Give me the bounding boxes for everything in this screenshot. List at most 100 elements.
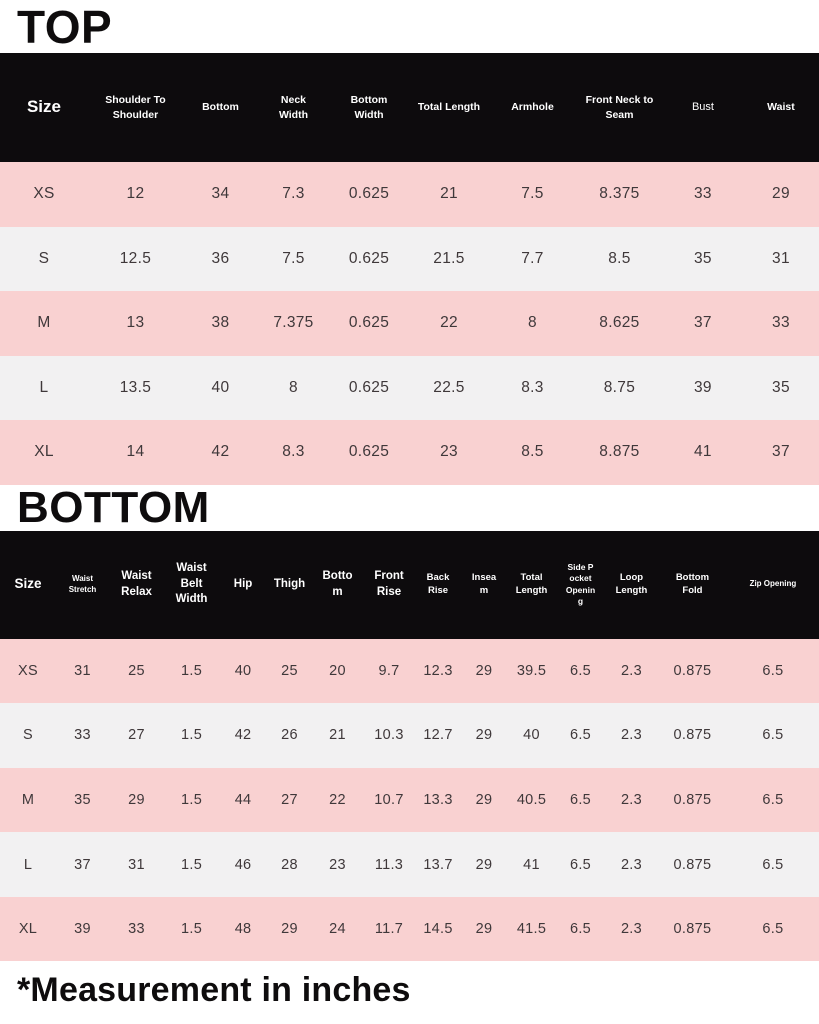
table-cell: 37 <box>772 443 790 461</box>
column-header: Bottom <box>322 569 353 598</box>
table-cell: 1.5 <box>181 662 203 679</box>
column-header: Bust <box>691 101 714 114</box>
table-cell: 28 <box>281 856 298 873</box>
table-cell: 12.5 <box>119 249 152 267</box>
table-cell: 35 <box>694 249 712 267</box>
table-cell: 9.7 <box>378 662 400 679</box>
table-cell: 44 <box>234 791 252 808</box>
table-cell: 35 <box>74 791 91 808</box>
table-cell: 14 <box>126 443 145 461</box>
table-cell: 7.7 <box>521 249 544 267</box>
table-cell: 29 <box>281 921 298 938</box>
table-cell: 23 <box>440 443 458 461</box>
column-header: Back Rise <box>426 571 450 596</box>
table-cell: 27 <box>281 791 298 808</box>
table-cell: 39 <box>74 921 91 938</box>
table-cell: 7.3 <box>282 185 305 203</box>
table-cell: 1.5 <box>181 856 203 873</box>
table-cell: 8.875 <box>599 443 640 461</box>
row-size-label: L <box>23 856 33 873</box>
table-cell: 27 <box>128 727 145 744</box>
top-size-table: Size Shoulder To Shoulder Bottom Neck Width… <box>0 53 819 485</box>
table-cell: 33 <box>128 921 145 938</box>
table-cell: 24 <box>329 921 346 938</box>
table-cell: 21 <box>440 185 458 203</box>
table-cell: 7.5 <box>282 249 305 267</box>
top-header-row: Size Shoulder To Shoulder Bottom Neck Width… <box>0 53 819 162</box>
table-cell: 8.375 <box>599 185 640 203</box>
table-cell: 41.5 <box>516 921 547 938</box>
table-cell: 1.5 <box>181 921 203 938</box>
row-size-label: S <box>23 727 33 744</box>
measurement-unit-note: *Measurement in inches <box>17 971 411 1010</box>
column-header: Waist <box>767 101 795 114</box>
table-cell: 0.875 <box>673 921 712 938</box>
table-cell: 11.7 <box>374 921 404 938</box>
column-header: Armhole <box>511 101 554 114</box>
column-header: Size <box>26 97 61 117</box>
table-cell: 10.3 <box>374 727 404 744</box>
table-cell: 22 <box>440 314 458 332</box>
table-cell: 6.5 <box>569 727 592 744</box>
table-cell: 7.5 <box>521 185 544 203</box>
table-cell: 8.3 <box>521 378 544 396</box>
row-size-label: XL <box>34 443 54 461</box>
table-cell: 29 <box>475 662 493 679</box>
table-cell: 13 <box>126 314 145 332</box>
table-cell: 42 <box>234 727 252 744</box>
table-cell: 0.625 <box>348 314 390 332</box>
table-row: XS 31 25 1.5 40 25 20 9.7 12.3 29 39.5 6.5 2.3 0.875 6… <box>0 638 819 704</box>
table-cell: 7.375 <box>273 314 314 332</box>
table-cell: 37 <box>694 314 712 332</box>
table-cell: 33 <box>694 185 712 203</box>
row-size-label: XS <box>33 185 55 203</box>
table-cell: 35 <box>772 378 790 396</box>
table-cell: 6.5 <box>762 856 784 873</box>
table-cell: 6.5 <box>762 791 784 808</box>
column-header: Waist Stretch <box>68 573 97 594</box>
table-cell: 40 <box>234 662 252 679</box>
table-cell: 14.5 <box>423 921 453 938</box>
table-row: XL 14 42 8.3 0.625 23 8.5 8.875 41 37 <box>0 420 819 485</box>
table-cell: 21 <box>329 727 346 744</box>
table-row: L 37 31 1.5 46 28 23 11.3 13.7 29 41 6.5 2.3 0.875 6.5 <box>0 832 819 897</box>
table-cell: 29 <box>128 791 145 808</box>
table-cell: 2.3 <box>620 727 642 744</box>
table-row: M 35 29 1.5 44 27 22 10.7 13.3 29 40.5 6.5 2.3 0.875 6… <box>0 767 819 833</box>
table-cell: 31 <box>772 249 790 267</box>
table-cell: 29 <box>475 856 493 873</box>
column-header: Total Length <box>417 101 481 114</box>
table-cell: 13.5 <box>119 378 152 396</box>
table-cell: 22.5 <box>433 378 465 396</box>
table-row: M 13 38 7.375 0.625 22 8 8.625 37 33 <box>0 291 819 356</box>
table-cell: 39 <box>694 378 712 396</box>
table-cell: 13.3 <box>423 791 453 808</box>
table-cell: 0.625 <box>348 443 390 461</box>
column-header: Front Rise <box>374 569 404 598</box>
table-cell: 0.875 <box>673 791 712 808</box>
table-row: XL 39 33 1.5 48 29 24 11.7 14.5 29 41.5 6.5 2.3 0.875… <box>0 896 819 962</box>
table-cell: 41 <box>523 856 540 873</box>
table-cell: 10.7 <box>374 791 404 808</box>
column-header: Zip Opening <box>749 579 797 589</box>
column-header: Loop Length <box>615 571 648 596</box>
table-cell: 2.3 <box>620 921 642 938</box>
row-size-label: XL <box>18 921 38 938</box>
row-size-label: XS <box>18 662 38 679</box>
table-cell: 34 <box>211 185 230 203</box>
bottom-section: BOTTOM Size Waist Stretch Waist Relax Waist… <box>0 483 819 962</box>
row-size-label: L <box>39 378 49 396</box>
table-cell: 8.3 <box>282 443 305 461</box>
table-cell: 2.3 <box>620 856 642 873</box>
table-cell: 0.625 <box>348 378 390 396</box>
table-cell: 20 <box>329 662 346 679</box>
row-size-label: S <box>38 249 50 267</box>
table-cell: 48 <box>234 921 252 938</box>
table-cell: 8 <box>289 378 298 396</box>
table-cell: 1.5 <box>181 791 203 808</box>
table-cell: 12.3 <box>423 662 453 679</box>
table-cell: 38 <box>211 314 230 332</box>
bottom-header-row: Size Waist Stretch Waist Relax Waist Belt W… <box>0 530 819 639</box>
table-cell: 41 <box>694 443 712 461</box>
table-cell: 33 <box>772 314 790 332</box>
